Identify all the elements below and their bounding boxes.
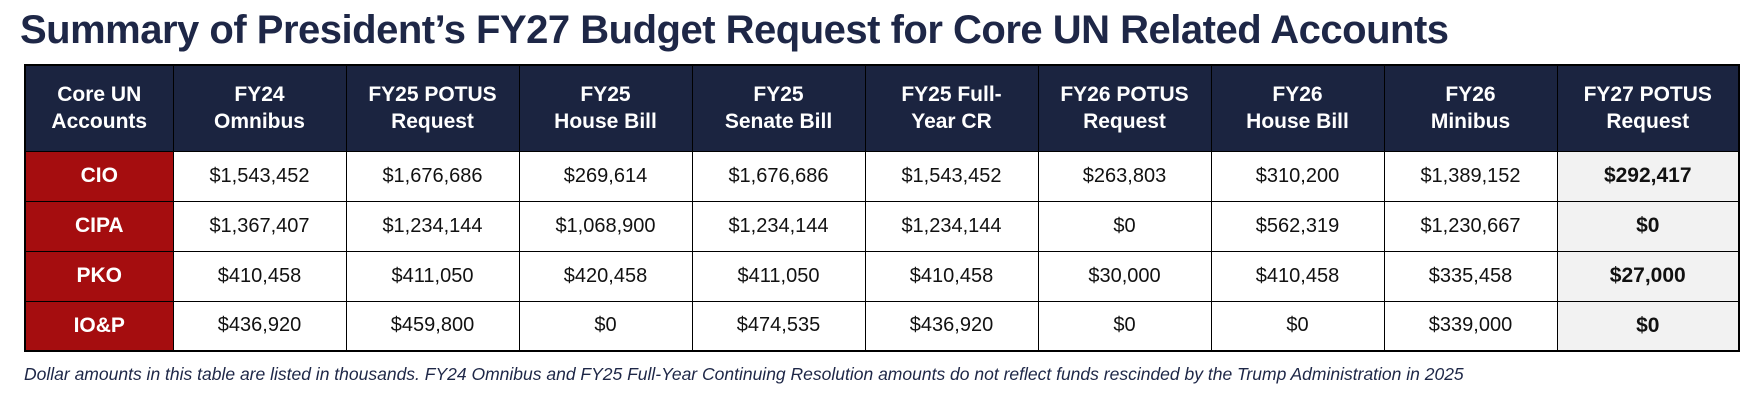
footnote: Dollar amounts in this table are listed … bbox=[24, 364, 1464, 384]
cell: $411,050 bbox=[345, 250, 520, 302]
cell: $410,458 bbox=[172, 250, 347, 302]
cell: $27,000 bbox=[1556, 250, 1740, 302]
cell: $335,458 bbox=[1383, 250, 1558, 302]
cell: $411,050 bbox=[691, 250, 866, 302]
table-row: CIO $1,543,452 $1,676,686 $269,614 $1,676,68… bbox=[24, 150, 1740, 202]
cell: $1,230,667 bbox=[1383, 200, 1558, 252]
cell: $1,676,686 bbox=[345, 150, 520, 202]
budget-table: Core UN Accounts FY24 Omnibus FY25 POTUS R… bbox=[24, 64, 1740, 352]
cell: $420,458 bbox=[518, 250, 693, 302]
cell: $269,614 bbox=[518, 150, 693, 202]
cell: $310,200 bbox=[1210, 150, 1385, 202]
cell: $1,543,452 bbox=[864, 150, 1039, 202]
header-row: Core UN Accounts FY24 Omnibus FY25 POTUS R… bbox=[24, 64, 1740, 152]
row-header: PKO bbox=[24, 250, 174, 302]
cell: $0 bbox=[518, 300, 693, 352]
cell: $459,800 bbox=[345, 300, 520, 352]
cell: $30,000 bbox=[1037, 250, 1212, 302]
cell: $1,234,144 bbox=[691, 200, 866, 252]
cell: $410,458 bbox=[864, 250, 1039, 302]
page-title: Summary of President’s FY27 Budget Reque… bbox=[20, 8, 1449, 52]
cell: $292,417 bbox=[1556, 150, 1740, 202]
table-row: IO&P $436,920 $459,800 $0 $474,535 $436,920 $0… bbox=[24, 300, 1740, 352]
row-header: IO&P bbox=[24, 300, 174, 352]
column-header: FY26 Minibus bbox=[1383, 64, 1558, 152]
cell: $1,068,900 bbox=[518, 200, 693, 252]
row-header: CIO bbox=[24, 150, 174, 202]
cell: $1,234,144 bbox=[345, 200, 520, 252]
column-header: FY25 House Bill bbox=[518, 64, 693, 152]
table-header: Core UN Accounts FY24 Omnibus FY25 POTUS R… bbox=[24, 64, 1740, 152]
cell: $0 bbox=[1556, 300, 1740, 352]
cell: $410,458 bbox=[1210, 250, 1385, 302]
column-header: FY24 Omnibus bbox=[172, 64, 347, 152]
cell: $1,543,452 bbox=[172, 150, 347, 202]
cell: $474,535 bbox=[691, 300, 866, 352]
column-header: FY26 POTUS Request bbox=[1037, 64, 1212, 152]
table-row: CIPA $1,367,407 $1,234,144 $1,068,900 $1,234… bbox=[24, 200, 1740, 252]
cell: $562,319 bbox=[1210, 200, 1385, 252]
table-body: CIO $1,543,452 $1,676,686 $269,614 $1,676,68… bbox=[24, 150, 1740, 352]
cell: $1,389,152 bbox=[1383, 150, 1558, 202]
column-header: FY25 POTUS Request bbox=[345, 64, 520, 152]
row-header: CIPA bbox=[24, 200, 174, 252]
cell: $1,676,686 bbox=[691, 150, 866, 202]
column-header: FY25 Senate Bill bbox=[691, 64, 866, 152]
cell: $339,000 bbox=[1383, 300, 1558, 352]
cell: $0 bbox=[1556, 200, 1740, 252]
column-header: FY26 House Bill bbox=[1210, 64, 1385, 152]
cell: $263,803 bbox=[1037, 150, 1212, 202]
column-header: FY27 POTUS Request bbox=[1556, 64, 1740, 152]
cell: $436,920 bbox=[864, 300, 1039, 352]
column-header: FY25 Full- Year CR bbox=[864, 64, 1039, 152]
table-row: PKO $410,458 $411,050 $420,458 $411,050 $410,… bbox=[24, 250, 1740, 302]
column-header: Core UN Accounts bbox=[24, 64, 174, 152]
cell: $0 bbox=[1037, 300, 1212, 352]
cell: $436,920 bbox=[172, 300, 347, 352]
cell: $1,367,407 bbox=[172, 200, 347, 252]
cell: $1,234,144 bbox=[864, 200, 1039, 252]
cell: $0 bbox=[1037, 200, 1212, 252]
cell: $0 bbox=[1210, 300, 1385, 352]
